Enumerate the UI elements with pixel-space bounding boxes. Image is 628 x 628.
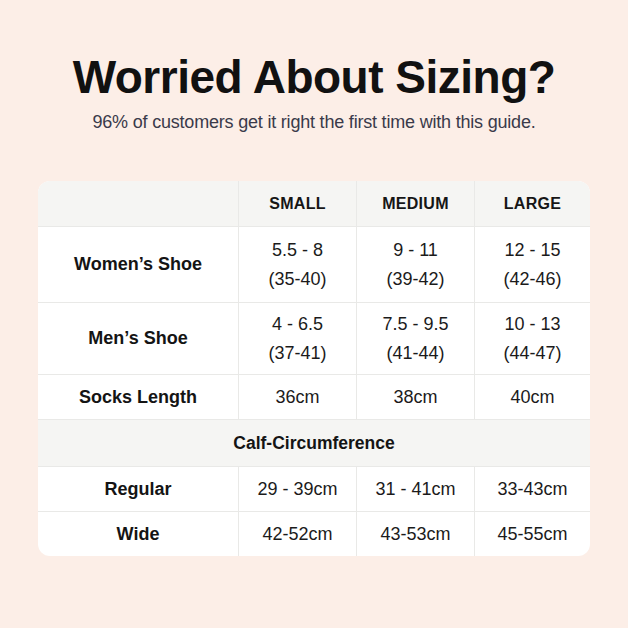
eu-size-range: (44-47) — [503, 339, 561, 368]
page-subtitle: 96% of customers get it right the first … — [0, 112, 628, 133]
cell-mens-large: 10 - 13 (44-47) — [474, 303, 590, 374]
table-row-socks-length: Socks Length 36cm 38cm 40cm — [38, 374, 590, 419]
section-header-label: Calf-Circumference — [38, 420, 590, 466]
column-header-large: LARGE — [474, 181, 590, 226]
cell-wide-medium: 43-53cm — [356, 512, 474, 556]
eu-size-range: (42-46) — [503, 265, 561, 294]
cell-regular-large: 33-43cm — [474, 467, 590, 511]
cell-womens-small: 5.5 - 8 (35-40) — [238, 227, 356, 302]
cell-mens-small: 4 - 6.5 (37-41) — [238, 303, 356, 374]
shoe-size-range: 10 - 13 — [504, 310, 560, 339]
row-label-socks-length: Socks Length — [38, 375, 238, 419]
eu-size-range: (41-44) — [386, 339, 444, 368]
cell-womens-medium: 9 - 11 (39-42) — [356, 227, 474, 302]
cell-socks-large: 40cm — [474, 375, 590, 419]
cell-socks-medium: 38cm — [356, 375, 474, 419]
cell-regular-small: 29 - 39cm — [238, 467, 356, 511]
row-label-regular: Regular — [38, 467, 238, 511]
row-label-mens-shoe: Men’s Shoe — [38, 303, 238, 374]
column-header-medium: MEDIUM — [356, 181, 474, 226]
shoe-size-range: 7.5 - 9.5 — [382, 310, 448, 339]
table-row-regular: Regular 29 - 39cm 31 - 41cm 33-43cm — [38, 466, 590, 511]
cell-regular-medium: 31 - 41cm — [356, 467, 474, 511]
table-row-womens-shoe: Women’s Shoe 5.5 - 8 (35-40) 9 - 11 (39-… — [38, 226, 590, 302]
table-row-wide: Wide 42-52cm 43-53cm 45-55cm — [38, 511, 590, 556]
shoe-size-range: 4 - 6.5 — [272, 310, 323, 339]
page-title: Worried About Sizing? — [0, 0, 628, 105]
sizing-guide-infographic: Worried About Sizing? 96% of customers g… — [0, 0, 628, 628]
eu-size-range: (35-40) — [268, 265, 326, 294]
eu-size-range: (37-41) — [268, 339, 326, 368]
column-header-small: SMALL — [238, 181, 356, 226]
size-table: SMALL MEDIUM LARGE Women’s Shoe 5.5 - 8 … — [38, 181, 590, 556]
shoe-size-range: 5.5 - 8 — [272, 236, 323, 265]
cell-wide-small: 42-52cm — [238, 512, 356, 556]
row-label-womens-shoe: Women’s Shoe — [38, 227, 238, 302]
cell-socks-small: 36cm — [238, 375, 356, 419]
cell-mens-medium: 7.5 - 9.5 (41-44) — [356, 303, 474, 374]
shoe-size-range: 9 - 11 — [393, 236, 438, 265]
cell-wide-large: 45-55cm — [474, 512, 590, 556]
corner-cell — [38, 181, 238, 226]
row-label-wide: Wide — [38, 512, 238, 556]
table-header-row: SMALL MEDIUM LARGE — [38, 181, 590, 226]
eu-size-range: (39-42) — [386, 265, 444, 294]
table-row-mens-shoe: Men’s Shoe 4 - 6.5 (37-41) 7.5 - 9.5 (41… — [38, 302, 590, 374]
shoe-size-range: 12 - 15 — [504, 236, 560, 265]
section-header-row: Calf-Circumference — [38, 419, 590, 466]
cell-womens-large: 12 - 15 (42-46) — [474, 227, 590, 302]
